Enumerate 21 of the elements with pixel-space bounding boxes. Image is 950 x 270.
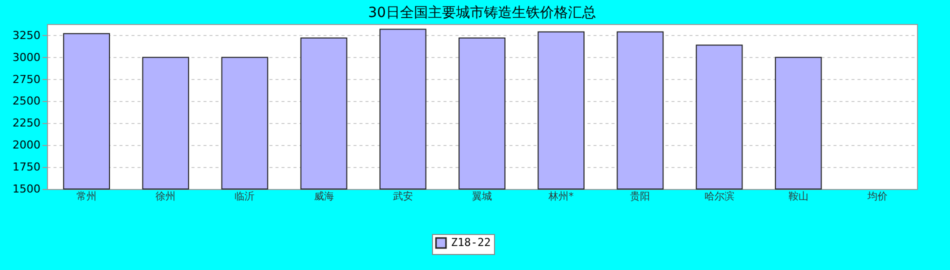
y-tick-label: 2750 [12,72,40,86]
x-tick-label: 林州* [548,190,574,202]
y-tick-label: 3000 [12,50,40,64]
y-tick-label: 2500 [12,94,40,108]
y-tick-label: 1500 [12,182,40,196]
x-tick-label: 鞍山 [788,190,808,202]
y-tick-label: 2250 [12,116,40,130]
x-tick-label: 哈尔滨 [704,190,734,202]
y-tick-label: 3250 [12,28,40,42]
x-tick-label: 常州 [76,190,97,202]
chart-title: 30日全国主要城市铸造生铁价格汇总 [368,5,596,21]
x-tick-label: 贵阳 [630,190,650,202]
x-tick-label: 威海 [314,190,334,202]
y-tick-label: 2000 [12,138,40,152]
x-tick-label: 均价 [866,190,888,202]
x-tick-label: 翼城 [472,190,492,202]
y-tick-label: 1750 [12,160,40,174]
x-tick-label: 武安 [392,190,413,202]
legend-label: Z18-22 [451,236,491,249]
x-tick-label: 徐州 [156,190,176,202]
x-tick-label: 临沂 [234,190,255,202]
